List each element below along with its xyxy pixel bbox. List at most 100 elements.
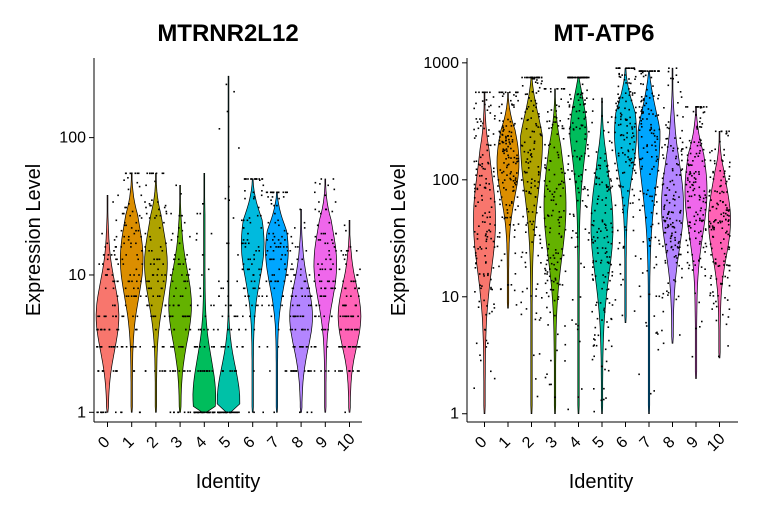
data-point bbox=[155, 214, 158, 217]
data-point bbox=[257, 246, 260, 248]
data-point bbox=[643, 104, 646, 107]
data-point bbox=[714, 130, 717, 133]
x-tick-label: 10 bbox=[704, 430, 729, 455]
data-point bbox=[269, 246, 272, 248]
data-point bbox=[595, 260, 597, 263]
data-point bbox=[485, 339, 488, 342]
data-point bbox=[502, 130, 504, 132]
data-point bbox=[500, 112, 503, 114]
data-point bbox=[668, 202, 671, 204]
data-point bbox=[699, 257, 702, 260]
data-point bbox=[227, 242, 230, 245]
data-point bbox=[501, 95, 504, 97]
data-point bbox=[544, 269, 547, 272]
data-point bbox=[314, 315, 316, 318]
violin-4 bbox=[192, 172, 217, 413]
data-point bbox=[303, 221, 306, 224]
data-point bbox=[607, 175, 609, 177]
data-point bbox=[553, 299, 556, 302]
data-point bbox=[182, 263, 185, 265]
data-point bbox=[587, 144, 589, 146]
data-point bbox=[302, 346, 304, 348]
data-point bbox=[125, 172, 127, 175]
data-point bbox=[178, 242, 181, 245]
x-tick-label: 1 bbox=[119, 434, 137, 452]
data-point bbox=[633, 68, 636, 71]
data-point bbox=[120, 346, 123, 348]
data-point bbox=[301, 328, 303, 331]
data-point bbox=[700, 126, 703, 128]
data-point bbox=[699, 219, 701, 222]
data-point bbox=[556, 133, 559, 135]
data-point bbox=[490, 286, 492, 289]
data-point bbox=[666, 226, 669, 229]
data-point bbox=[728, 269, 731, 272]
data-point bbox=[676, 163, 678, 165]
data-point bbox=[548, 275, 551, 278]
data-point bbox=[674, 198, 676, 201]
data-point bbox=[547, 295, 550, 298]
data-point bbox=[282, 191, 285, 194]
data-point bbox=[726, 276, 729, 279]
data-point bbox=[171, 232, 174, 235]
points-8 bbox=[661, 67, 684, 345]
data-point bbox=[135, 328, 137, 331]
data-point bbox=[172, 304, 175, 307]
data-point bbox=[182, 370, 185, 372]
data-point bbox=[681, 153, 683, 156]
data-point bbox=[677, 242, 680, 244]
data-point bbox=[651, 223, 654, 226]
data-point bbox=[511, 202, 513, 204]
data-point bbox=[601, 199, 604, 201]
data-point bbox=[695, 171, 697, 173]
data-point bbox=[148, 203, 151, 205]
data-point bbox=[345, 304, 347, 307]
data-point bbox=[631, 94, 634, 96]
data-point bbox=[617, 100, 619, 103]
data-point bbox=[507, 156, 510, 159]
data-point bbox=[711, 308, 713, 310]
data-point bbox=[715, 305, 718, 308]
points-9 bbox=[313, 178, 337, 372]
data-point bbox=[285, 370, 288, 372]
data-point bbox=[476, 233, 479, 235]
data-point bbox=[297, 315, 299, 318]
data-point bbox=[474, 205, 477, 207]
data-point bbox=[627, 156, 629, 158]
data-point bbox=[727, 233, 729, 236]
data-point bbox=[692, 184, 694, 187]
data-point bbox=[485, 261, 487, 263]
data-point bbox=[483, 275, 485, 277]
data-point bbox=[351, 346, 354, 348]
data-point bbox=[218, 280, 220, 283]
data-point bbox=[599, 157, 602, 159]
data-point bbox=[663, 172, 665, 175]
data-point bbox=[708, 220, 711, 223]
data-point bbox=[479, 184, 481, 186]
data-point bbox=[480, 248, 483, 250]
data-point bbox=[723, 238, 725, 240]
data-point bbox=[675, 298, 678, 301]
data-point bbox=[138, 274, 140, 276]
data-point bbox=[610, 187, 612, 189]
data-point bbox=[649, 129, 651, 131]
data-point bbox=[265, 280, 268, 283]
data-point bbox=[137, 258, 139, 261]
data-point bbox=[314, 181, 317, 184]
data-point bbox=[137, 229, 140, 232]
data-point bbox=[145, 184, 147, 187]
data-point bbox=[487, 274, 489, 277]
data-point bbox=[729, 161, 731, 164]
data-point bbox=[170, 239, 173, 241]
data-point bbox=[631, 188, 634, 191]
data-point bbox=[222, 370, 224, 372]
data-point bbox=[201, 254, 204, 256]
data-point bbox=[529, 136, 532, 138]
data-point bbox=[120, 411, 122, 414]
data-point bbox=[520, 301, 522, 304]
data-point bbox=[235, 411, 237, 414]
data-point bbox=[664, 231, 667, 234]
data-point bbox=[179, 295, 182, 297]
data-point bbox=[480, 359, 482, 362]
data-point bbox=[540, 134, 542, 136]
